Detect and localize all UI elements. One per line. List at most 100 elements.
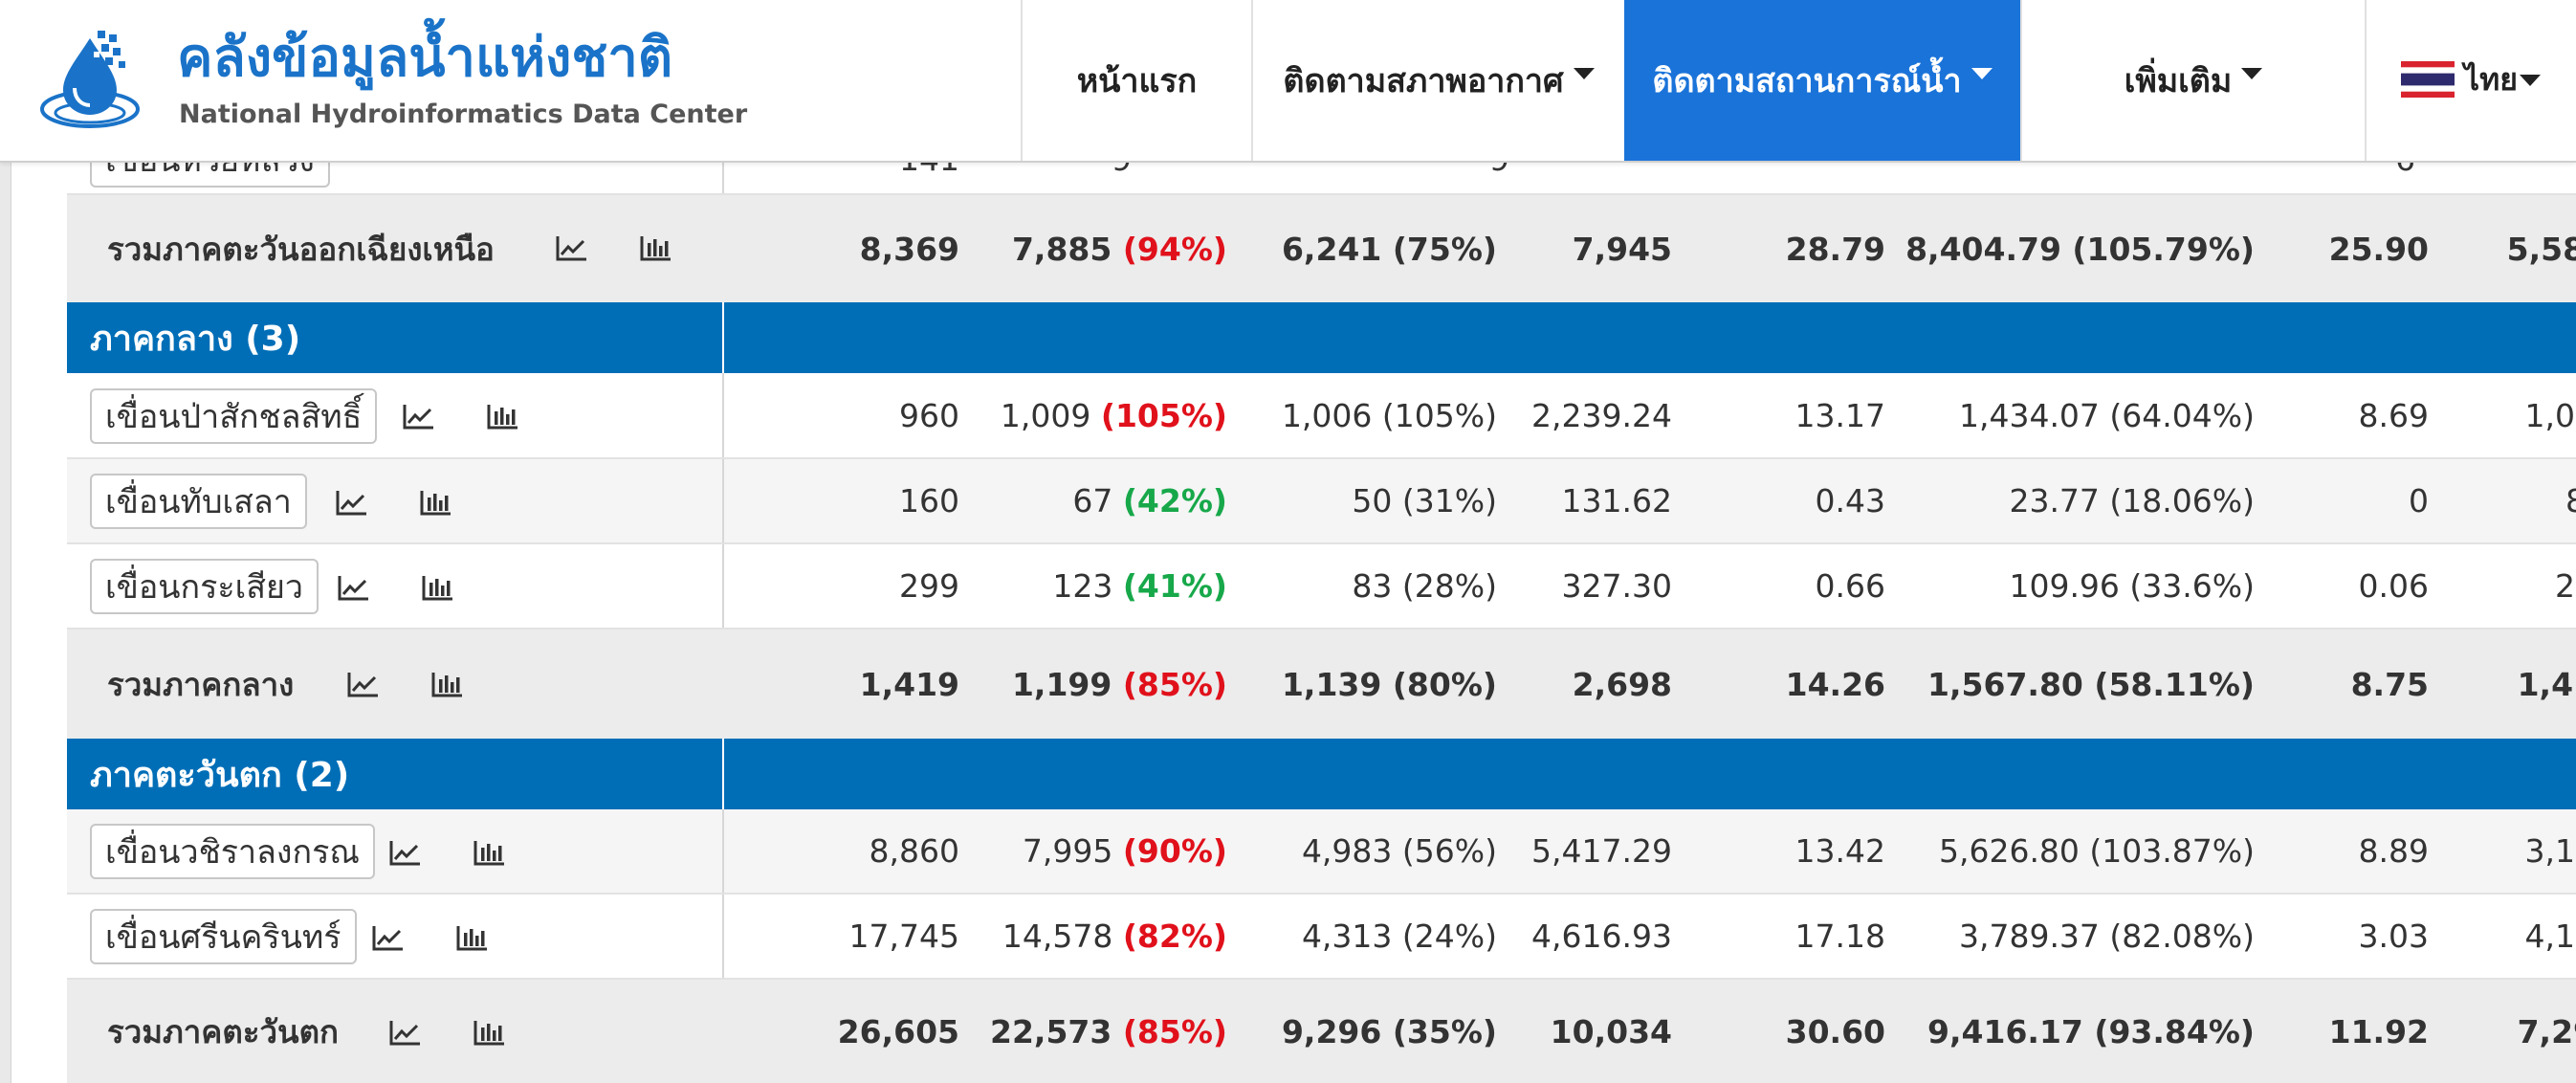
caret-down-icon [2241,68,2263,79]
volume-percent: (94%) [1122,230,1227,268]
cell-capacity: 8,860 [869,832,959,870]
table-row: เขื่อนศรีนครินทร์ 17,745 14,578 (82%) 4,… [67,895,2576,980]
line-chart-icon[interactable] [402,402,436,431]
volume-percent: (90%) [1122,832,1227,870]
cell-usable: 83 (28%) [1352,567,1497,605]
nav-more[interactable]: เพิ่มเติม [2020,0,2365,161]
table-row: เขื่อนวชิราลงกรณ 8,860 7,995 (90%) 4,983… [67,809,2576,895]
line-chart-icon[interactable] [555,233,589,262]
cell-inflow-cum: 5,626.80 (103.87%) [1938,832,2255,870]
bar-chart-icon[interactable] [421,573,455,602]
cell-inflow-cum: 1,567.80 (58.11%) [1927,665,2255,703]
cell-outflow: 0 [2409,482,2429,519]
cell-volume: 7,995 (90%) [1022,832,1227,870]
cell-outflow: 8.69 [2358,396,2429,434]
total-label: รวมภาคกลาง [107,665,295,703]
cell-outflow-cum: 23 [2555,567,2576,605]
dam-name-button[interactable]: เขื่อนวชิราลงกรณ [90,824,375,879]
language-selector[interactable]: ไทย [2365,0,2576,161]
line-chart-icon[interactable] [337,573,371,602]
site-logo-icon[interactable] [38,21,151,134]
table-row: เขื่อนป่าสักชลสิทธิ์ 960 1,009 (105%) 1,… [67,373,2576,459]
cell-volume: 1,009 (105%) [1000,396,1227,434]
cell-outflow: 3.03 [2358,917,2429,955]
bar-chart-icon[interactable] [639,233,673,262]
region-header: ภาคกลาง (3) [67,302,2576,373]
cell-capacity: 26,605 [837,1012,959,1050]
site-title[interactable]: คลังข้อมูลน้ำแห่งชาติ [177,27,673,89]
caret-down-icon [1971,68,1993,79]
cell-usable: 1,006 (105%) [1281,396,1497,434]
caret-down-icon [1573,68,1595,79]
cell-capacity: 1,419 [859,665,959,703]
dam-name-button[interactable]: เขื่อนกระเสียว [90,559,319,614]
cell-volume: 123 (41%) [1052,567,1227,605]
cell-volume: 1,199 (85%) [1011,665,1227,703]
site-subtitle: National Hydroinformatics Data Center [179,99,748,129]
line-chart-icon[interactable] [346,670,381,698]
cell-inflow: 0.66 [1815,567,1885,605]
cell-inflow: 0.43 [1815,482,1885,519]
bar-chart-icon[interactable] [419,488,453,517]
cell-inflow: 13.17 [1794,396,1885,434]
cell-usable: 9,296 (35%) [1281,1012,1497,1050]
cell-outflow: 25.90 [2328,230,2429,268]
cell-outflow-cum: 4,14 [2524,917,2576,955]
cell-usable: 4,983 (56%) [1301,832,1497,870]
table-row: เขื่อนทับเสลา 160 67 (42%) 50 (31%) 131.… [67,459,2576,544]
bar-chart-icon[interactable] [430,670,465,698]
dam-name-button[interactable]: เขื่อนป่าสักชลสิทธิ์ [90,388,378,444]
table-row: เขื่อนกระเสียว 299 123 (41%) 83 (28%) 32… [67,544,2576,630]
cell-rule-curve: 2,698 [1572,665,1672,703]
region-title: ภาคกลาง (3) [90,319,301,359]
cell-outflow-cum: 8 [2565,482,2576,519]
cell-outflow: 0.06 [2358,567,2429,605]
volume-percent: (41%) [1122,567,1227,605]
thai-flag-icon [2401,61,2455,98]
cell-volume: 14,578 (82%) [1002,917,1227,955]
cell-outflow-cum: 1,41 [2517,665,2576,703]
cell-rule-curve: 327.30 [1561,567,1672,605]
cell-inflow-cum: 23.77 (18.06%) [2009,482,2255,519]
cell-inflow: 17.18 [1794,917,1885,955]
nav-weather[interactable]: ติดตามสภาพอากาศ [1251,0,1624,161]
region-header: ภาคตะวันตก (2) [67,739,2576,809]
cell-inflow-cum: 8,404.79 (105.79%) [1905,230,2255,268]
cell-usable: 6,241 (75%) [1281,230,1497,268]
cell-outflow-cum: 1,09 [2524,396,2576,434]
table-total-row: รวมภาคกลาง 1,419 1,199 (85%) 1,139 (80%)… [67,630,2576,739]
top-navbar: คลังข้อมูลน้ำแห่งชาติ National Hydroinfo… [0,0,2576,163]
dam-name-button[interactable]: เขื่อนทับเสลา [90,474,307,529]
volume-percent: (105%) [1100,396,1227,434]
line-chart-icon[interactable] [335,488,369,517]
line-chart-icon[interactable] [388,838,423,867]
cell-outflow: 8.75 [2350,665,2429,703]
cell-outflow-cum: 3,14 [2524,832,2576,870]
volume-percent: (85%) [1122,1012,1227,1050]
cell-outflow-cum: 5,582 [2506,230,2576,268]
bar-chart-icon[interactable] [486,402,520,431]
cell-capacity: 160 [899,482,959,519]
cell-outflow: 8.89 [2358,832,2429,870]
bar-chart-icon[interactable] [473,838,507,867]
total-label: รวมภาคตะวันออกเฉียงเหนือ [107,230,495,268]
line-chart-icon[interactable] [371,923,406,952]
volume-percent: (82%) [1122,917,1227,955]
volume-percent: (42%) [1122,482,1227,519]
cell-inflow-cum: 3,789.37 (82.08%) [1958,917,2255,955]
cell-capacity: 8,369 [859,230,959,268]
cell-rule-curve: 131.62 [1561,482,1672,519]
bar-chart-icon[interactable] [473,1018,507,1047]
bar-chart-icon[interactable] [455,923,490,952]
region-title: ภาคตะวันตก (2) [90,755,350,795]
cell-volume: 7,885 (94%) [1011,230,1227,268]
table-total-row: รวมภาคตะวันออกเฉียงเหนือ 8,369 7,885 (94… [67,195,2576,302]
nav-home[interactable]: หน้าแรก [1021,0,1251,161]
cell-inflow-cum: 109.96 (33.6%) [2009,567,2255,605]
nav-water-situation[interactable]: ติดตามสถานการณ์น้ำ [1624,0,2020,161]
volume-percent: (85%) [1122,665,1227,703]
dam-name-button[interactable]: เขื่อนศรีนครินทร์ [90,909,357,964]
line-chart-icon[interactable] [388,1018,423,1047]
cell-outflow-cum: 7,29 [2517,1012,2576,1050]
